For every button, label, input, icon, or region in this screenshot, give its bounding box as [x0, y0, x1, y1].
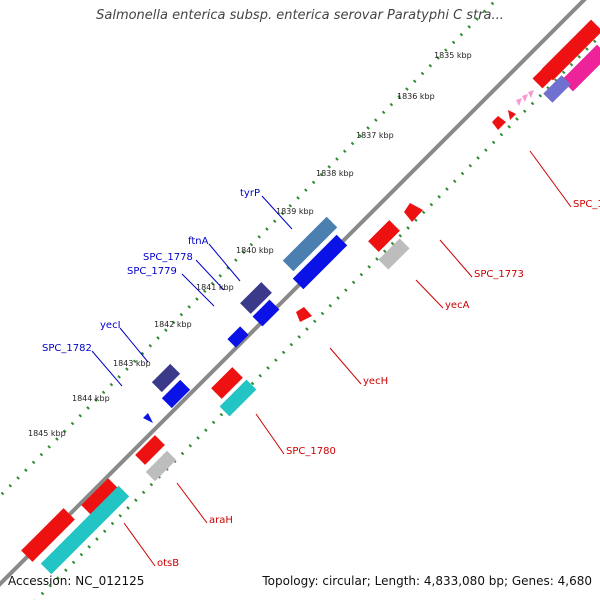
- reverse-gene-label[interactable]: SPC_1780: [286, 446, 336, 457]
- gene-arrow-marker[interactable]: [404, 203, 423, 222]
- gene-feature-blue[interactable]: [161, 379, 191, 409]
- tick-label: 1842 kbp: [154, 320, 192, 329]
- tick-label: 1845 kbp: [28, 429, 66, 438]
- forward-gene-label[interactable]: ftnA: [188, 236, 209, 247]
- gene-feature-red[interactable]: [368, 220, 400, 252]
- gene-feature-blue[interactable]: [252, 299, 280, 327]
- gene-feature-blue[interactable]: [292, 234, 348, 290]
- forward-gene-label[interactable]: yecI: [100, 320, 121, 331]
- reverse-gene-label[interactable]: araH: [209, 515, 233, 526]
- reverse-gene-label[interactable]: SPC_1771: [573, 199, 600, 210]
- gene-feature-cyan[interactable]: [219, 379, 257, 417]
- gene-feature-lavender[interactable]: [543, 75, 571, 103]
- tick-label: 1838 kbp: [316, 169, 354, 178]
- forward-gene-label[interactable]: SPC_1779: [127, 266, 177, 277]
- gene-feature-blue[interactable]: [227, 326, 249, 348]
- leader-line: [181, 273, 215, 307]
- gene-feature-red[interactable]: [541, 19, 600, 81]
- gene-feature-red[interactable]: [532, 61, 560, 89]
- leader-line: [415, 279, 444, 309]
- gene-arrow-marker-pink[interactable]: [522, 94, 528, 102]
- map-title: Salmonella enterica subsp. enterica sero…: [96, 8, 504, 23]
- gene-arrow-marker-pink[interactable]: [516, 98, 522, 106]
- leader-line: [208, 243, 241, 282]
- leader-line: [529, 150, 572, 208]
- leader-line: [91, 350, 123, 387]
- label-leader-lines: [91, 150, 572, 567]
- leader-line: [439, 239, 473, 278]
- gene-arrow-marker-pink[interactable]: [528, 90, 534, 98]
- gene-labels[interactable]: tyrP ftnA SPC_1778 SPC_1779 yecI SPC_1782 SPC_…: [42, 188, 600, 569]
- tick-label: 1844 kbp: [72, 394, 110, 403]
- gene-feature-steel[interactable]: [282, 216, 338, 272]
- gene-arrow-marker[interactable]: [296, 307, 312, 322]
- leader-line: [123, 522, 156, 567]
- leader-line: [119, 327, 149, 363]
- reverse-gene-label[interactable]: yecH: [363, 376, 388, 387]
- gene-arrow-marker[interactable]: [492, 116, 506, 130]
- gene-feature-gray[interactable]: [145, 450, 177, 482]
- gene-feature-red[interactable]: [21, 508, 75, 562]
- gene-feature-red[interactable]: [81, 478, 119, 516]
- gene-feature-gray[interactable]: [378, 238, 410, 270]
- gene-features[interactable]: [21, 19, 600, 575]
- tick-label: 1843 kbp: [113, 359, 151, 368]
- leader-line: [195, 259, 225, 291]
- gene-arrow-marker[interactable]: [143, 413, 153, 423]
- gene-feature-navy[interactable]: [151, 363, 181, 393]
- tick-label: 1839 kbp: [276, 207, 314, 216]
- leader-line: [261, 195, 293, 230]
- leader-line: [255, 413, 285, 455]
- tick-label: 1835 kbp: [434, 51, 472, 60]
- inner-dot-track: [33, 33, 600, 600]
- footer-summary: Topology: circular; Length: 4,833,080 bp…: [262, 574, 592, 588]
- tick-label: 1841 kbp: [196, 283, 234, 292]
- leader-line: [329, 347, 362, 385]
- reverse-gene-label[interactable]: SPC_1773: [474, 269, 524, 280]
- reverse-gene-label[interactable]: otsB: [157, 558, 179, 569]
- gene-feature-cyan[interactable]: [40, 485, 130, 575]
- forward-gene-label[interactable]: SPC_1782: [42, 343, 92, 354]
- gene-feature-magenta[interactable]: [561, 44, 600, 92]
- tick-label: 1836 kbp: [397, 92, 435, 101]
- footer-accession: Accession: NC_012125: [8, 574, 145, 588]
- gene-feature-red[interactable]: [135, 435, 165, 465]
- forward-gene-label[interactable]: tyrP: [240, 188, 260, 199]
- gene-feature-navy[interactable]: [240, 282, 272, 314]
- tick-label: 1840 kbp: [236, 246, 274, 255]
- gene-feature-red[interactable]: [211, 367, 243, 399]
- gene-arrow-marker[interactable]: [508, 110, 516, 120]
- position-ticks: 1835 kbp 1836 kbp 1837 kbp 1838 kbp 1839 kbp…: [28, 51, 472, 438]
- forward-gene-label[interactable]: SPC_1778: [143, 252, 193, 263]
- reverse-gene-label[interactable]: yecA: [445, 300, 470, 311]
- tick-label: 1837 kbp: [356, 131, 394, 140]
- leader-line: [176, 482, 208, 524]
